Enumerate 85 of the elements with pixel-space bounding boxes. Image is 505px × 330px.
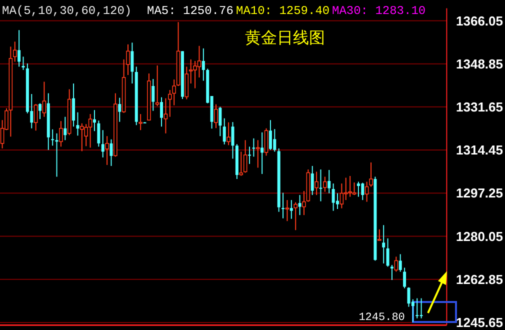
candlestick xyxy=(403,267,406,289)
candlestick xyxy=(420,298,423,319)
candlestick xyxy=(97,120,100,148)
candlestick xyxy=(105,136,109,166)
candlestick xyxy=(282,192,285,219)
candlestick xyxy=(290,200,293,220)
candlestick xyxy=(310,165,314,196)
candlestick xyxy=(80,122,84,152)
candlestick xyxy=(64,116,67,141)
candlestick xyxy=(298,194,302,216)
annotation: MA5: 1250.76 xyxy=(147,4,234,18)
candlestick xyxy=(328,169,331,194)
candlestick xyxy=(386,238,390,268)
candlestick xyxy=(239,151,244,176)
y-tick-label: 1262.85 xyxy=(456,272,503,287)
annotation: 1245.80 xyxy=(358,312,405,324)
candlestick xyxy=(214,104,218,129)
candlestick xyxy=(231,122,234,160)
candlestick xyxy=(202,48,205,82)
candlestick xyxy=(55,132,58,178)
candlestick xyxy=(273,128,276,152)
candlestick xyxy=(243,140,248,174)
candlestick xyxy=(138,114,142,131)
candlestick xyxy=(390,264,394,280)
candlestick xyxy=(323,176,327,192)
candlestick xyxy=(59,120,63,148)
candlestick xyxy=(332,182,335,212)
candlestick xyxy=(164,98,168,134)
candlestick xyxy=(319,168,322,202)
candlestick xyxy=(340,182,344,209)
candlestick xyxy=(394,256,398,272)
candlestick xyxy=(12,41,17,62)
candlestick xyxy=(382,224,386,264)
annotation: MA30: 1283.10 xyxy=(332,4,426,18)
candlestick xyxy=(407,286,410,308)
candlestick xyxy=(364,181,369,202)
candlestick xyxy=(76,112,80,136)
candlestick xyxy=(218,106,222,137)
candlestick xyxy=(152,78,155,112)
candlestick xyxy=(34,104,38,132)
candlestick xyxy=(356,181,360,198)
y-tick-label: 1297.25 xyxy=(456,186,503,201)
candlestick xyxy=(51,128,54,146)
candlestick xyxy=(256,140,260,168)
candlestick xyxy=(42,81,46,118)
candlestick xyxy=(285,200,290,222)
y-tick-label: 1348.85 xyxy=(456,56,503,72)
candlestick xyxy=(264,128,268,156)
annotation: MA10: 1259.40 xyxy=(236,4,330,18)
candlestick xyxy=(110,138,113,166)
y-tick-label: 1280.05 xyxy=(456,228,503,244)
candlestick xyxy=(268,120,272,150)
candlestick xyxy=(294,202,298,231)
y-tick-label: 1314.45 xyxy=(456,142,503,158)
candlestick xyxy=(352,182,356,196)
candlestick xyxy=(336,192,339,210)
y-tick-label: 1366.05 xyxy=(456,13,503,28)
text: 黄金日线图 xyxy=(245,28,325,47)
candlestick xyxy=(348,175,352,198)
candlestick xyxy=(18,30,21,68)
candlestick xyxy=(252,138,256,158)
candlestick xyxy=(184,66,189,100)
candlestick xyxy=(314,171,318,196)
candlestick xyxy=(361,182,364,201)
candlestick xyxy=(226,122,230,146)
candlestick xyxy=(38,102,42,120)
candlestick xyxy=(88,114,92,148)
candlestick xyxy=(248,146,252,164)
candlestick xyxy=(160,96,164,128)
candlestick xyxy=(222,118,226,145)
candlestick xyxy=(197,45,202,78)
candlestick xyxy=(416,298,419,319)
candlestick xyxy=(22,56,25,70)
y-tick-label: 1245.65 xyxy=(456,315,503,330)
candlestick xyxy=(260,132,264,174)
annotation: MA(5,10,30,60,120) xyxy=(2,4,132,18)
candlestick xyxy=(344,177,348,201)
y-tick-label: 1331.65 xyxy=(456,99,503,114)
candlestick xyxy=(378,228,382,242)
candlestick xyxy=(118,97,122,122)
candlestick xyxy=(130,42,134,84)
candlestick xyxy=(101,130,104,158)
candlestick xyxy=(72,82,76,128)
candlestick xyxy=(398,254,402,272)
candlestick xyxy=(92,110,96,132)
